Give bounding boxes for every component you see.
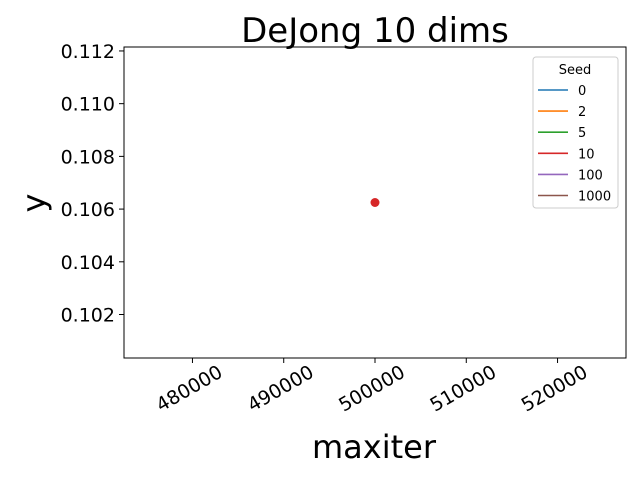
y-tick-label: 0.110	[61, 94, 115, 116]
legend-label: 5	[578, 126, 586, 141]
y-tick-label: 0.112	[61, 41, 115, 63]
x-tick-label: 510000	[426, 361, 500, 416]
y-tick-label: 0.106	[61, 199, 115, 221]
x-tick-label: 480000	[153, 361, 227, 416]
legend: Seed 0 2 5 10 100 1000	[532, 56, 619, 209]
x-axis-label: maxiter	[312, 428, 437, 466]
legend-label: 10	[578, 147, 595, 162]
legend-item-100: 100	[538, 168, 603, 183]
x-tick-label: 520000	[518, 361, 592, 416]
legend-box	[532, 56, 619, 209]
y-axis-label: y	[15, 194, 53, 213]
legend-item-2: 2	[538, 105, 586, 120]
y-tick-label: 0.104	[61, 252, 115, 274]
legend-items: 0 2 5 10 100 1000	[538, 84, 611, 205]
legend-item-10: 10	[538, 147, 595, 162]
legend-label: 2	[578, 105, 586, 120]
y-axis-ticks: 0.102 0.104 0.106 0.108 0.110 0.112	[61, 41, 124, 327]
x-tick-label: 490000	[244, 361, 318, 416]
legend-label: 1000	[578, 190, 611, 205]
x-tick-label: 500000	[335, 361, 409, 416]
y-tick-label: 0.102	[61, 305, 115, 327]
data-point-seed-10	[370, 198, 380, 207]
legend-title: Seed	[559, 63, 592, 78]
legend-label: 100	[578, 168, 603, 183]
legend-item-0: 0	[538, 84, 586, 99]
chart-title: DeJong 10 dims	[241, 11, 509, 51]
y-tick-label: 0.108	[61, 146, 115, 168]
data-marks	[370, 198, 380, 207]
legend-item-1000: 1000	[538, 190, 611, 205]
x-axis-ticks: 480000 490000 500000 510000 520000	[153, 358, 592, 416]
legend-label: 0	[578, 84, 586, 99]
legend-item-5: 5	[538, 126, 586, 141]
